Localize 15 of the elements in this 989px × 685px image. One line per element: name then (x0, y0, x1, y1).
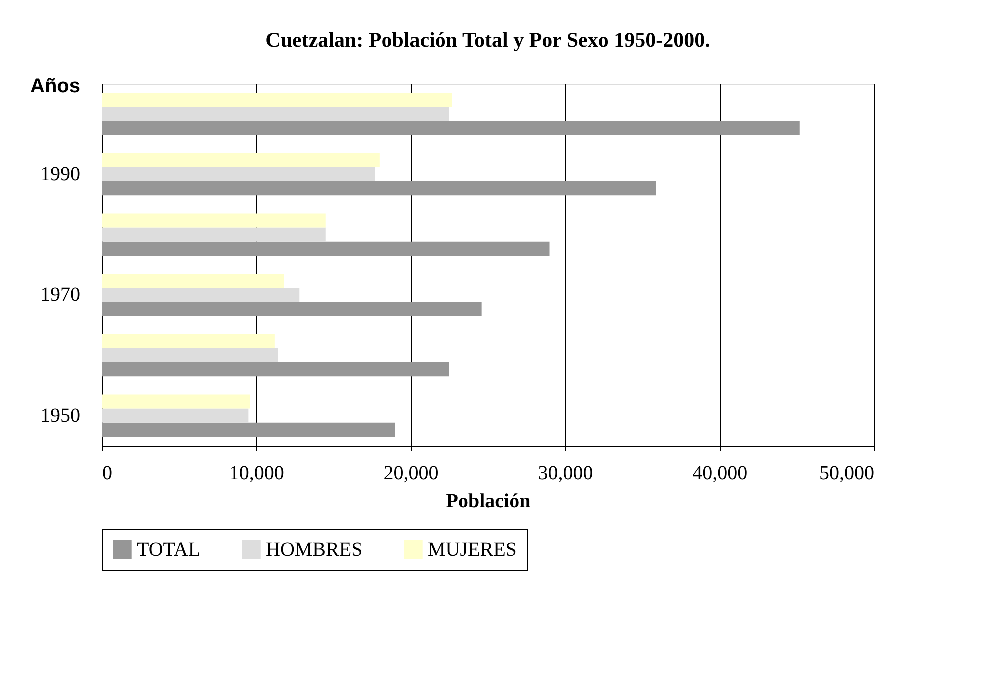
legend-label: TOTAL (137, 538, 201, 561)
legend-label: MUJERES (428, 538, 517, 561)
x-tick-label: 30,000 (538, 462, 594, 484)
x-tick-label: 20,000 (384, 462, 439, 484)
x-tick-label: 40,000 (692, 462, 748, 484)
y-tick-label: 1950 (40, 404, 80, 427)
x-tick-label: 10,000 (229, 462, 284, 484)
x-axis-title: Población (446, 490, 531, 512)
y-tick-label: 1990 (40, 164, 80, 186)
y-axis-title: Años (30, 76, 80, 98)
legend-label: HOMBRES (266, 538, 363, 561)
x-tick-label: 0 (102, 462, 112, 484)
y-tick-label: 1970 (40, 284, 80, 306)
chart-title: Cuetzalan: Población Total y Por Sexo 1950-2000. (266, 28, 710, 52)
x-tick-label: 50,000 (820, 462, 874, 484)
